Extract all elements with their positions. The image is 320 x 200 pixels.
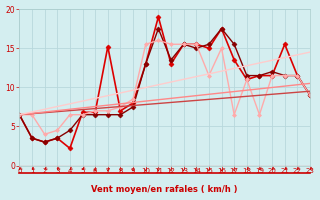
X-axis label: Vent moyen/en rafales ( km/h ): Vent moyen/en rafales ( km/h ) (92, 185, 238, 194)
